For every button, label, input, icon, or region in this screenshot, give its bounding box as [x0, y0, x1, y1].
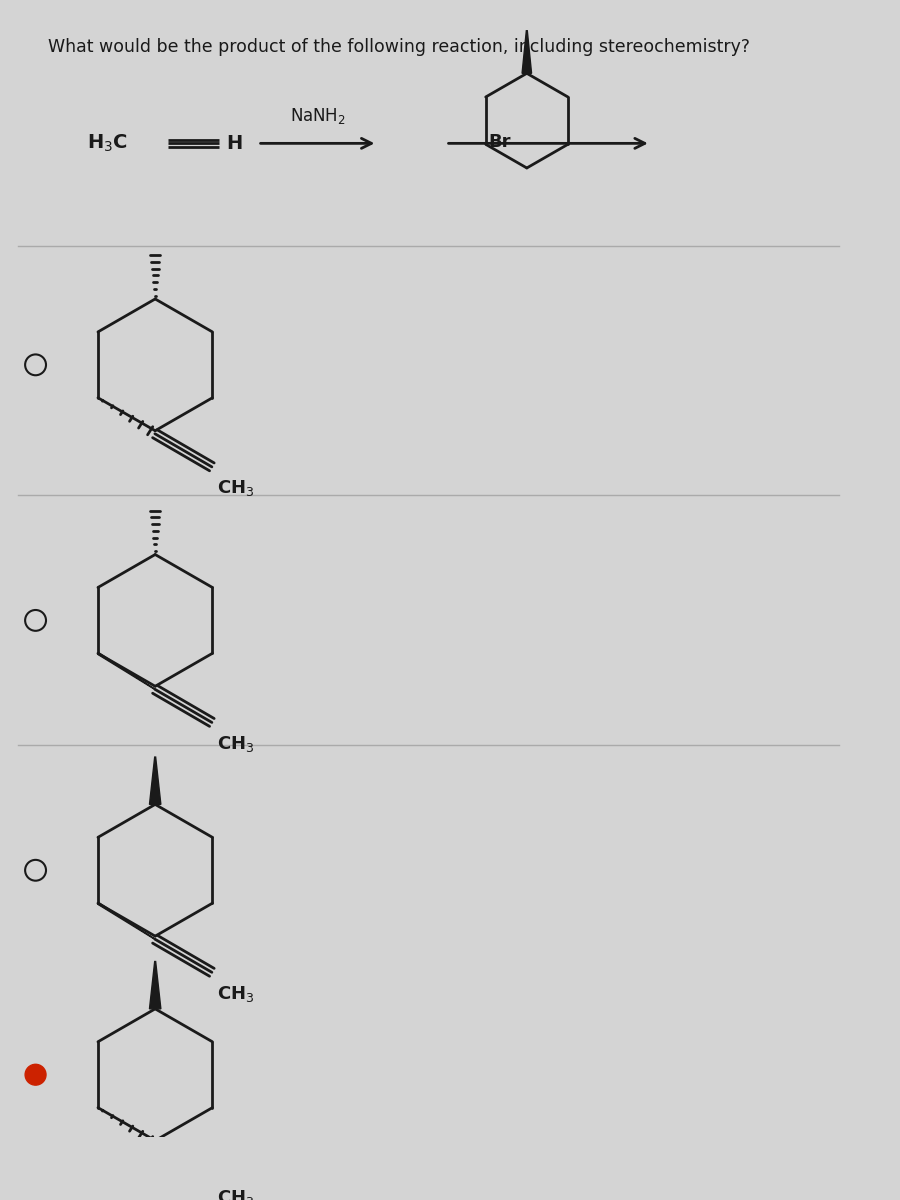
Text: CH$_3$: CH$_3$: [217, 733, 254, 754]
Text: Br: Br: [489, 133, 511, 151]
Polygon shape: [97, 902, 155, 940]
Text: NaNH$_2$: NaNH$_2$: [290, 107, 346, 126]
Text: CH$_3$: CH$_3$: [217, 479, 254, 498]
Polygon shape: [522, 31, 532, 73]
Polygon shape: [149, 961, 161, 1009]
Polygon shape: [97, 653, 155, 690]
Text: What would be the product of the following reaction, including stereochemistry?: What would be the product of the followi…: [49, 37, 751, 55]
Text: H$_3$C: H$_3$C: [86, 133, 128, 154]
Text: H: H: [226, 134, 242, 152]
Polygon shape: [149, 757, 161, 804]
Circle shape: [25, 1064, 46, 1085]
Text: CH$_3$: CH$_3$: [217, 984, 254, 1003]
Text: CH$_3$: CH$_3$: [217, 1188, 254, 1200]
